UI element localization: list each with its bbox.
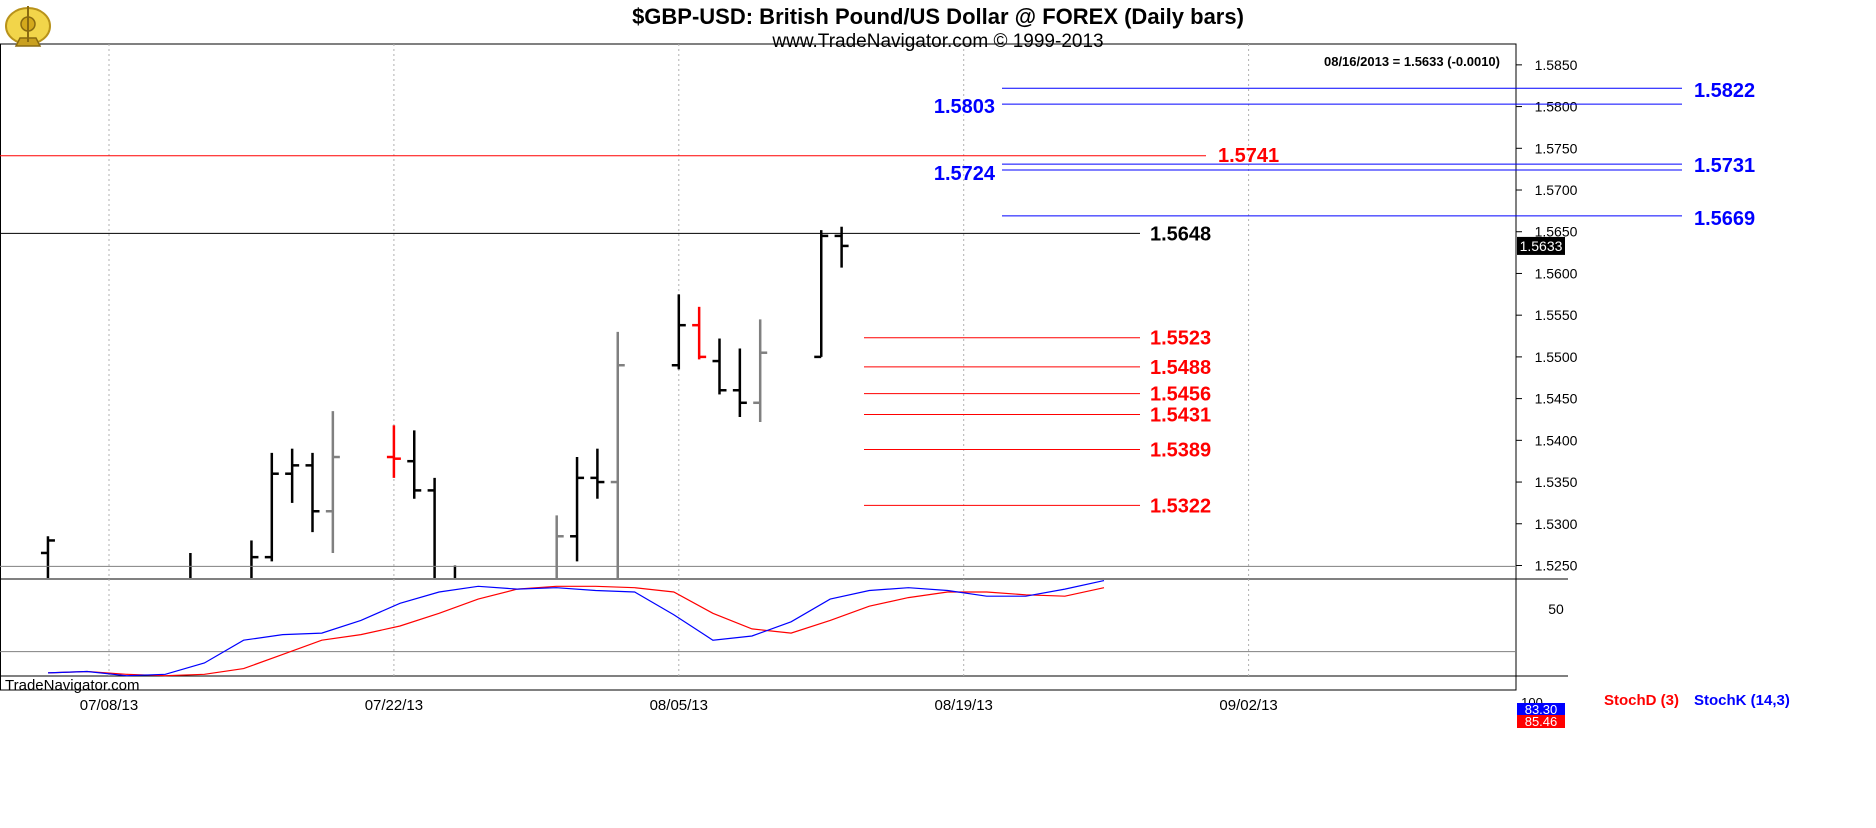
ohlc-bar bbox=[753, 319, 768, 422]
y-tick-label: 1.5250 bbox=[1535, 557, 1578, 573]
level-label: 1.5488 bbox=[1150, 357, 1211, 379]
level-label: 1.5648 bbox=[1150, 223, 1211, 245]
y-tick-label: 1.5800 bbox=[1535, 99, 1578, 115]
current-price-value: 1.5633 bbox=[1520, 238, 1563, 254]
y-tick-label: 1.5850 bbox=[1535, 57, 1578, 73]
chart-title: $GBP-USD: British Pound/US Dollar @ FORE… bbox=[632, 4, 1244, 29]
x-tick-label: 07/22/13 bbox=[365, 697, 423, 714]
level-label: 1.5724 bbox=[934, 163, 996, 185]
level-label: 1.5456 bbox=[1150, 384, 1211, 406]
y-tick-label: 1.5650 bbox=[1535, 224, 1578, 240]
stoch-k-tag bbox=[1517, 703, 1565, 716]
y-tick-label: 1.5700 bbox=[1535, 182, 1578, 198]
trade-navigator-logo-icon bbox=[2, 2, 54, 52]
ohlc-bar bbox=[427, 477, 436, 578]
ohlc-bar bbox=[610, 331, 625, 578]
ohlc-bar bbox=[453, 565, 457, 578]
ohlc-bar bbox=[325, 411, 340, 553]
plot-frame bbox=[0, 43, 1517, 691]
y-tick-label: 1.5400 bbox=[1535, 432, 1578, 448]
y-tick-label: 1.5500 bbox=[1535, 349, 1578, 365]
stoch-k-line bbox=[47, 580, 1105, 677]
x-tick-label: 07/08/13 bbox=[80, 697, 138, 714]
level-label: 1.5322 bbox=[1150, 495, 1211, 517]
y-tick-label: 1.5300 bbox=[1535, 516, 1578, 532]
x-tick-label: 09/02/13 bbox=[1219, 697, 1277, 714]
ohlc-bar bbox=[712, 338, 727, 395]
x-tick-label: 08/19/13 bbox=[935, 697, 993, 714]
stoch-d-line bbox=[47, 585, 1105, 677]
ohlc-bar bbox=[671, 294, 686, 370]
y-tick-label: 1.5550 bbox=[1535, 307, 1578, 323]
y-tick-label: 1.5450 bbox=[1535, 391, 1578, 407]
chart-subtitle: www.TradeNavigator.com © 1999-2013 bbox=[772, 31, 1104, 52]
legend-stochd: StochD (3) bbox=[1604, 692, 1679, 709]
level-label: 1.5431 bbox=[1150, 404, 1211, 426]
ohlc-bar bbox=[555, 515, 564, 578]
ohlc-bar bbox=[814, 230, 829, 359]
ohlc-bar bbox=[570, 457, 585, 562]
price-bars bbox=[40, 226, 849, 578]
stoch-y-tick-label: 50 bbox=[1548, 601, 1564, 617]
level-label: 1.5731 bbox=[1694, 155, 1755, 177]
level-label: 1.5523 bbox=[1150, 328, 1211, 350]
y-tick-label: 1.5600 bbox=[1535, 265, 1578, 281]
ohlc-bar bbox=[692, 306, 707, 360]
legend-stochk: StochK (14,3) bbox=[1694, 692, 1790, 709]
ohlc-bar bbox=[189, 552, 192, 578]
level-label: 1.5822 bbox=[1694, 80, 1755, 102]
last-quote: 08/16/2013 = 1.5633 (-0.0010) bbox=[1324, 54, 1500, 69]
current-price-tag bbox=[1517, 236, 1565, 255]
ohlc-bar bbox=[305, 452, 320, 533]
level-label: 1.5669 bbox=[1694, 208, 1755, 230]
ohlc-bar bbox=[590, 448, 605, 499]
ohlc-bar bbox=[40, 536, 55, 578]
ohlc-bar bbox=[407, 430, 422, 499]
level-label: 1.5741 bbox=[1218, 145, 1279, 167]
ohlc-bar bbox=[386, 425, 401, 478]
stoch-d-tag bbox=[1517, 715, 1565, 728]
ohlc-bar bbox=[264, 452, 279, 562]
y-tick-label: 1.5750 bbox=[1535, 140, 1578, 156]
stoch-d-value: 85.46 bbox=[1525, 714, 1558, 729]
ohlc-bar bbox=[285, 448, 300, 503]
ohlc-bar bbox=[732, 348, 747, 417]
level-label: 1.5389 bbox=[1150, 440, 1211, 462]
watermark: TradeNavigator.com bbox=[5, 677, 140, 694]
y-tick-label: 1.5350 bbox=[1535, 474, 1578, 490]
x-tick-label: 08/05/13 bbox=[650, 697, 708, 714]
stoch-k-value: 83.30 bbox=[1525, 702, 1558, 717]
ohlc-bar bbox=[250, 540, 259, 578]
ohlc-bar bbox=[834, 226, 849, 268]
level-label: 1.5803 bbox=[934, 96, 995, 118]
